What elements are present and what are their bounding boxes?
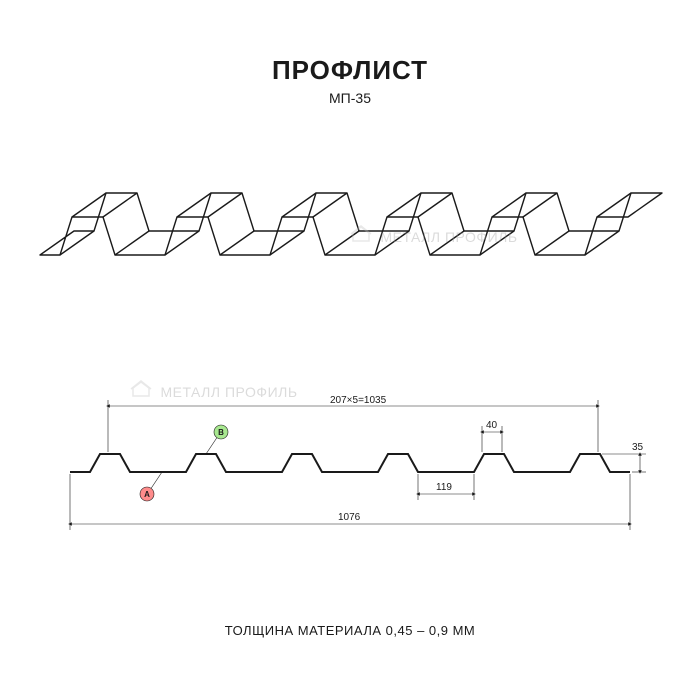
dim-total: 1076 — [338, 512, 361, 523]
dim-height: 35 — [632, 442, 644, 453]
dim-rib-top: 40 — [486, 420, 498, 431]
footer: ТОЛЩИНА МАТЕРИАЛА 0,45 – 0,9 ММ — [0, 623, 700, 638]
dim-rib-bottom: 119 — [436, 482, 452, 493]
page-subtitle: МП-35 — [0, 90, 700, 106]
page-title: ПРОФЛИСТ — [0, 55, 700, 86]
dim-top-span: 207×5=1035 — [330, 395, 387, 406]
marker-b: B — [206, 425, 228, 454]
header: ПРОФЛИСТ МП-35 — [0, 0, 700, 106]
marker-a: A — [140, 472, 162, 501]
thickness-text: ТОЛЩИНА МАТЕРИАЛА 0,45 – 0,9 ММ — [0, 623, 700, 638]
watermark-text-1: МЕТАЛЛ ПРОФИЛЬ — [380, 229, 517, 245]
house-icon — [350, 225, 372, 248]
house-icon — [130, 380, 152, 403]
watermark-logo-2: МЕТАЛЛ ПРОФИЛЬ — [130, 380, 298, 403]
svg-text:A: A — [144, 490, 150, 499]
tech-svg: 207×5=1035 40 A B 35 — [50, 390, 650, 550]
svg-text:B: B — [218, 428, 224, 437]
watermark-text-2: МЕТАЛЛ ПРОФИЛЬ — [160, 384, 297, 400]
technical-cross-section: 207×5=1035 40 A B 35 — [50, 390, 650, 550]
watermark-logo-1: МЕТАЛЛ ПРОФИЛЬ — [350, 225, 518, 248]
